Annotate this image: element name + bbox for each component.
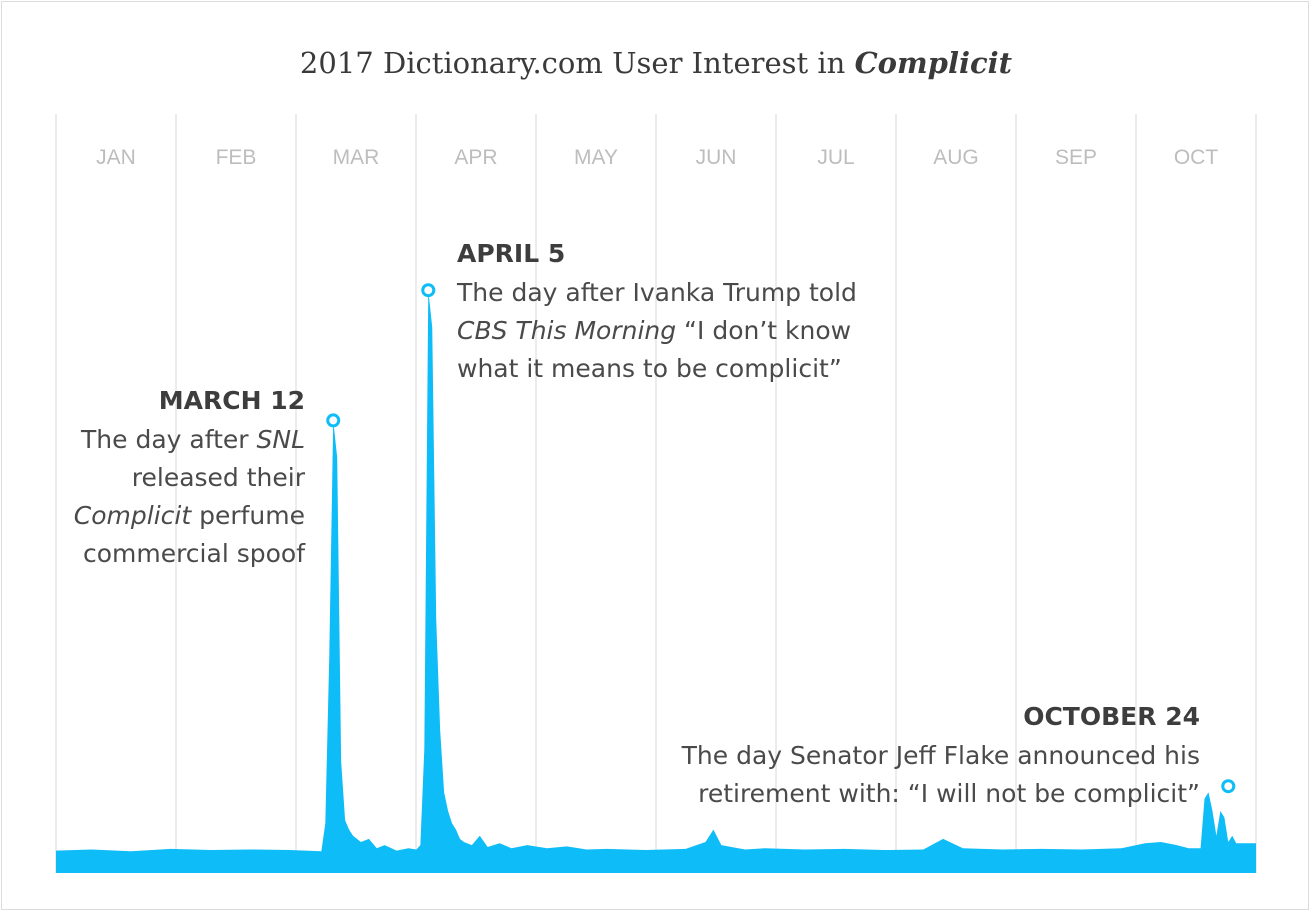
month-label-jun: JUN	[696, 146, 737, 169]
month-label-mar: MAR	[333, 146, 380, 169]
annotation-marker-0	[326, 413, 341, 428]
annotation-marker-1	[421, 283, 436, 298]
annotation-march: MARCH 12 The day after SNL released thei…	[74, 386, 305, 573]
month-label-oct: OCT	[1174, 146, 1219, 169]
annotation-october-date: OCTOBER 24	[1023, 702, 1200, 731]
annotation-april-date: APRIL 5	[457, 239, 566, 268]
month-label-aug: AUG	[933, 146, 979, 169]
annotation-april: APRIL 5 The day after Ivanka Trump told …	[457, 239, 857, 388]
title-word: Complicit	[854, 46, 1013, 80]
title-prefix: 2017 Dictionary.com User Interest in	[299, 46, 855, 80]
annotation-october: OCTOBER 24 The day Senator Jeff Flake an…	[682, 702, 1200, 813]
annotation-marker-2	[1221, 779, 1236, 794]
annotation-march-date: MARCH 12	[158, 386, 305, 415]
annotation-april-text: The day after Ivanka Trump told CBS This…	[457, 278, 857, 383]
annotation-march-text: The day after SNL released their Complic…	[73, 425, 305, 568]
month-label-may: MAY	[574, 146, 618, 169]
chart-title: 2017 Dictionary.com User Interest in Com…	[0, 43, 1312, 83]
month-label-jan: JAN	[96, 146, 136, 169]
month-label-feb: FEB	[216, 146, 257, 169]
month-label-sep: SEP	[1055, 146, 1097, 169]
month-label-jul: JUL	[817, 146, 854, 169]
annotation-october-text: The day Senator Jeff Flake announced his…	[681, 741, 1200, 808]
month-label-apr: APR	[454, 146, 497, 169]
